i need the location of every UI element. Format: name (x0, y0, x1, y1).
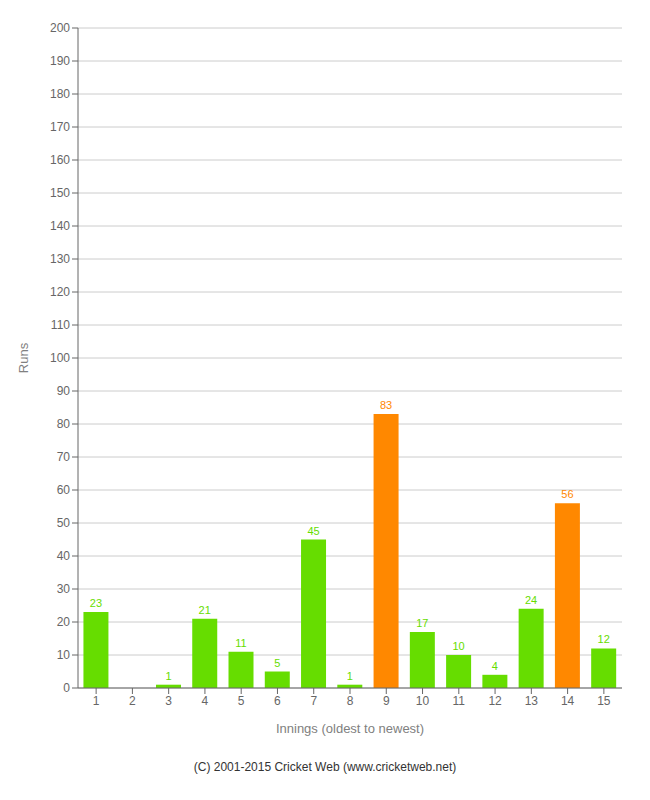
svg-text:10: 10 (416, 694, 430, 708)
svg-text:14: 14 (561, 694, 575, 708)
svg-text:13: 13 (525, 694, 539, 708)
svg-text:3: 3 (165, 694, 172, 708)
svg-text:Runs: Runs (16, 342, 31, 373)
svg-text:30: 30 (57, 582, 71, 596)
svg-text:190: 190 (50, 54, 70, 68)
svg-text:10: 10 (452, 640, 464, 652)
svg-text:2: 2 (129, 694, 136, 708)
svg-text:6: 6 (274, 694, 281, 708)
svg-text:90: 90 (57, 384, 71, 398)
svg-text:170: 170 (50, 120, 70, 134)
svg-text:17: 17 (416, 617, 428, 629)
svg-text:10: 10 (57, 648, 71, 662)
svg-text:83: 83 (380, 399, 392, 411)
svg-text:50: 50 (57, 516, 71, 530)
svg-text:1: 1 (347, 670, 353, 682)
svg-text:150: 150 (50, 186, 70, 200)
svg-text:11: 11 (453, 694, 466, 708)
svg-text:70: 70 (57, 450, 71, 464)
svg-text:12: 12 (598, 633, 610, 645)
svg-text:Innings (oldest to newest): Innings (oldest to newest) (276, 721, 424, 736)
svg-text:8: 8 (347, 694, 354, 708)
svg-text:110: 110 (51, 318, 70, 332)
svg-text:12: 12 (488, 694, 502, 708)
svg-text:20: 20 (57, 615, 71, 629)
svg-text:4: 4 (202, 694, 209, 708)
svg-text:5: 5 (274, 657, 280, 669)
svg-text:21: 21 (199, 604, 211, 616)
svg-text:4: 4 (492, 660, 498, 672)
svg-text:23: 23 (90, 597, 102, 609)
svg-text:45: 45 (307, 525, 319, 537)
svg-text:130: 130 (50, 252, 70, 266)
svg-text:9: 9 (383, 694, 390, 708)
svg-text:140: 140 (50, 219, 70, 233)
svg-text:24: 24 (525, 594, 537, 606)
svg-text:160: 160 (50, 153, 70, 167)
svg-text:40: 40 (57, 549, 71, 563)
svg-text:56: 56 (561, 488, 573, 500)
svg-text:100: 100 (50, 351, 70, 365)
svg-text:5: 5 (238, 694, 245, 708)
svg-text:60: 60 (57, 483, 71, 497)
html-text:(C) 2001-2015 Cricket Web (www: (C) 2001-2015 Cricket Web (www.cricketwe… (193, 760, 457, 774)
svg-text:7: 7 (310, 694, 317, 708)
svg-text:0: 0 (63, 681, 70, 695)
svg-text:15: 15 (597, 694, 611, 708)
svg-text:11: 11 (235, 637, 246, 649)
svg-text:200: 200 (50, 21, 70, 35)
svg-text:120: 120 (50, 285, 70, 299)
svg-text:1: 1 (165, 670, 171, 682)
svg-text:1: 1 (93, 694, 100, 708)
svg-text:80: 80 (57, 417, 71, 431)
svg-text:180: 180 (50, 87, 70, 101)
